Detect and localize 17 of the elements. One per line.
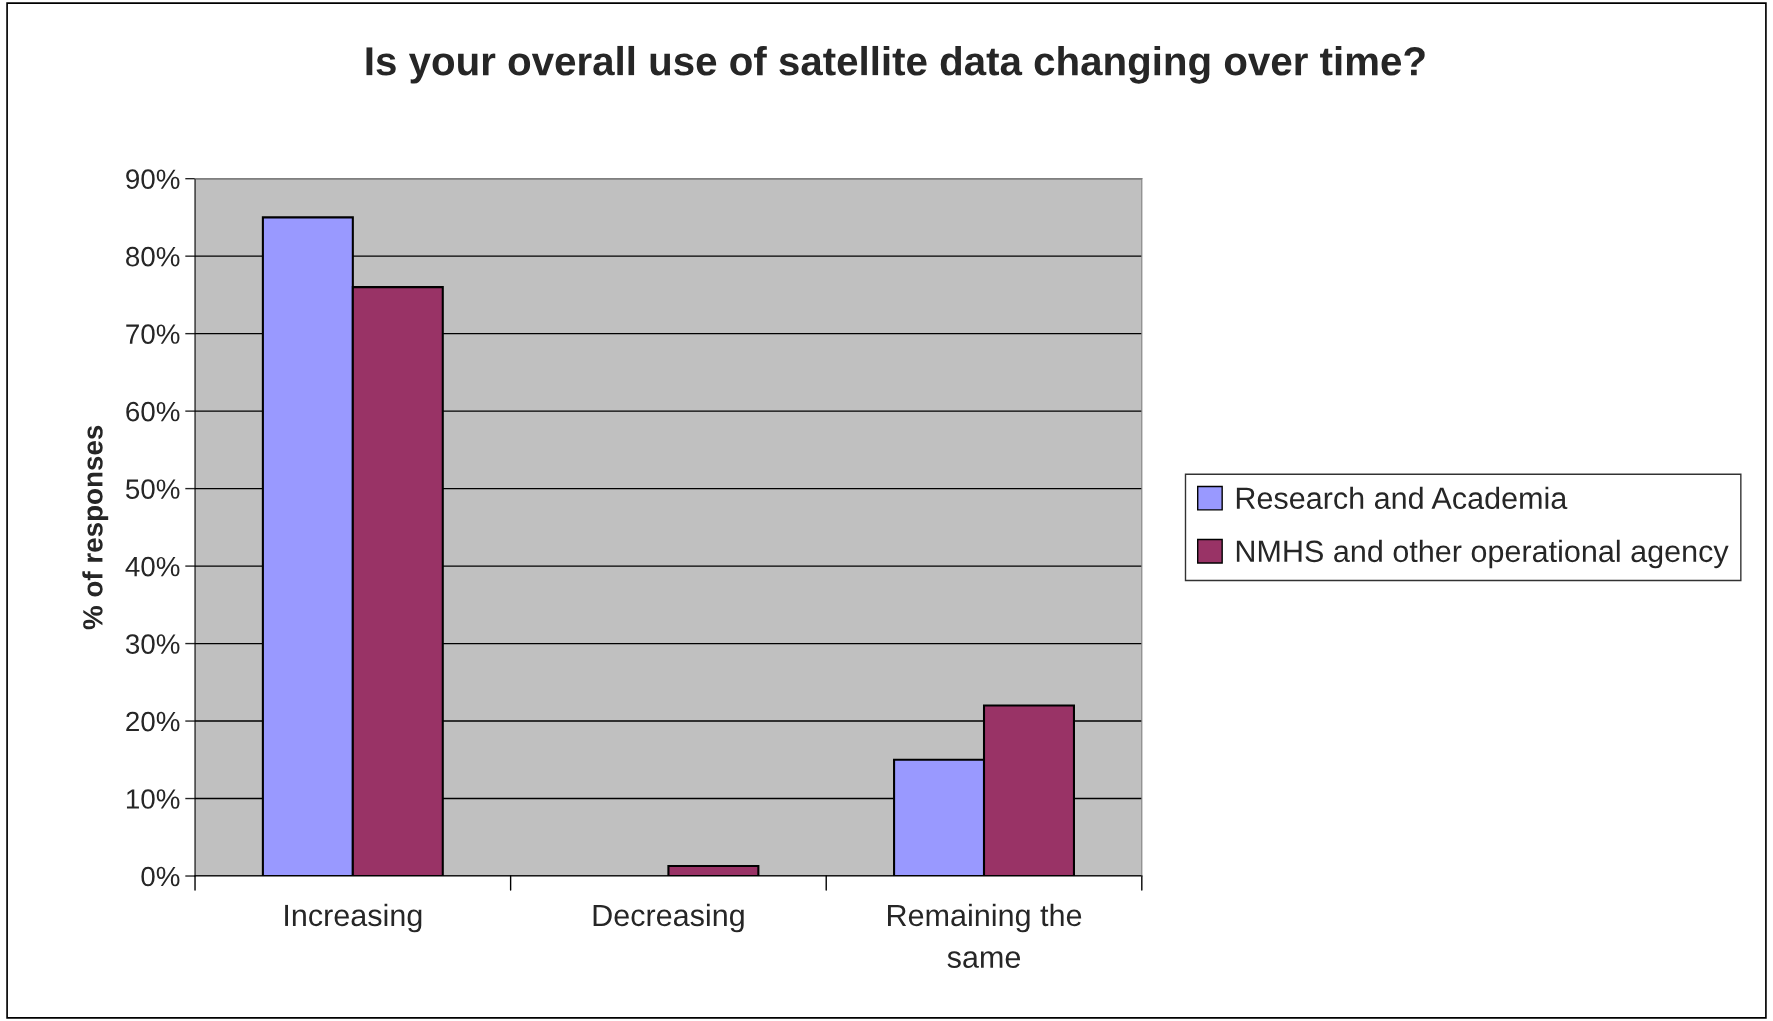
y-tick-label: 30% xyxy=(125,634,180,654)
y-tick-label: 10% xyxy=(126,789,180,809)
y-tick-label: 40% xyxy=(125,556,180,577)
y-axis-title: % of responses xyxy=(82,425,109,630)
chart-title: Is your overall use of satellite data changing over time? xyxy=(366,45,1425,84)
y-tick-label: 90% xyxy=(126,169,180,190)
y-tick-label: 70% xyxy=(126,324,180,344)
y-tick-label: 20% xyxy=(126,711,180,732)
x-tick-label: Decreasing xyxy=(593,903,744,933)
y-tick-label: 0% xyxy=(141,866,180,887)
x-tick-label: Increasing xyxy=(285,903,422,933)
y-tick-label: 80% xyxy=(126,246,180,267)
x-tick-label: Remaining the same xyxy=(888,903,1082,969)
y-tick-label: 50% xyxy=(125,479,180,499)
legend-label: Research and Academia xyxy=(1236,486,1568,510)
y-tick-label: 60% xyxy=(126,401,180,422)
legend-label: NMHS and other operational agency xyxy=(1236,539,1729,569)
